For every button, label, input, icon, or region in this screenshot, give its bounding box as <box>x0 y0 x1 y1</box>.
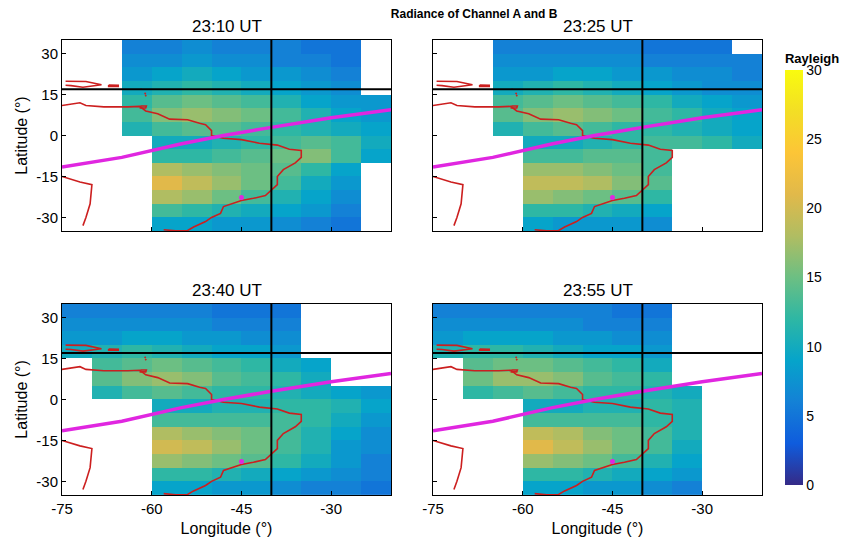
svg-text:-15: -15 <box>36 432 58 449</box>
svg-text:-45: -45 <box>602 500 624 517</box>
svg-text:15: 15 <box>41 350 58 367</box>
svg-text:-15: -15 <box>36 168 58 185</box>
svg-text:-60: -60 <box>141 500 163 517</box>
svg-text:-30: -30 <box>36 209 58 226</box>
svg-text:5: 5 <box>806 408 814 424</box>
svg-text:Radiance of Channel A and B: Radiance of Channel A and B <box>391 7 558 21</box>
svg-text:-45: -45 <box>231 500 253 517</box>
svg-text:30: 30 <box>41 309 58 326</box>
svg-text:23:25 UT: 23:25 UT <box>563 17 633 36</box>
svg-text:-30: -30 <box>320 500 342 517</box>
svg-text:15: 15 <box>41 86 58 103</box>
svg-text:Longitude (°): Longitude (°) <box>181 520 273 537</box>
svg-text:Latitude (°): Latitude (°) <box>13 360 30 438</box>
svg-text:0: 0 <box>50 127 58 144</box>
svg-text:-30: -30 <box>691 500 713 517</box>
svg-text:-30: -30 <box>36 473 58 490</box>
svg-text:-75: -75 <box>422 500 444 517</box>
svg-text:23:10 UT: 23:10 UT <box>192 17 262 36</box>
svg-text:0: 0 <box>806 477 814 493</box>
svg-text:15: 15 <box>806 269 822 285</box>
svg-text:Rayleigh: Rayleigh <box>785 51 839 66</box>
svg-text:23:55 UT: 23:55 UT <box>563 281 633 300</box>
svg-text:30: 30 <box>41 45 58 62</box>
svg-text:25: 25 <box>806 131 822 147</box>
svg-text:-60: -60 <box>512 500 534 517</box>
svg-text:20: 20 <box>806 200 822 216</box>
svg-text:0: 0 <box>50 391 58 408</box>
svg-text:-75: -75 <box>51 500 73 517</box>
svg-text:Longitude (°): Longitude (°) <box>552 520 644 537</box>
svg-text:10: 10 <box>806 339 822 355</box>
svg-text:Latitude (°): Latitude (°) <box>13 96 30 174</box>
svg-text:23:40 UT: 23:40 UT <box>192 281 262 300</box>
svg-text:30: 30 <box>806 62 822 78</box>
